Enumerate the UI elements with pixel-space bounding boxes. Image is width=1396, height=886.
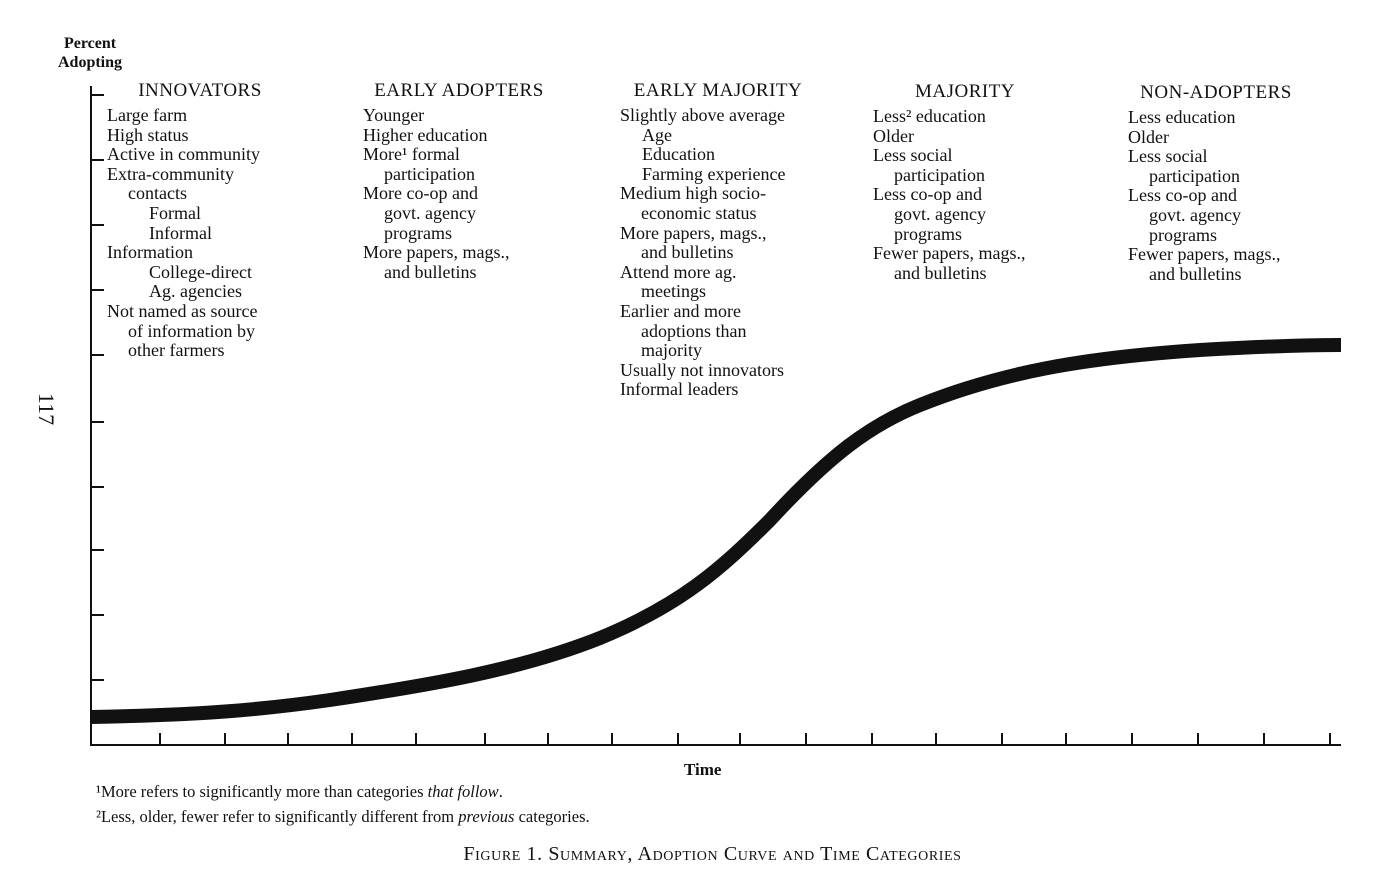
category-item: govt. agency [384, 203, 476, 223]
category-item: Active in community [107, 144, 260, 165]
category-subitem: Education [642, 144, 715, 165]
category-item: Less co-op and [873, 184, 982, 205]
category-item: Fewer papers, mags., [1128, 244, 1281, 265]
category-item: Less² education [873, 106, 986, 126]
y-axis-label: Adopting [57, 54, 123, 71]
footnote-emphasis: previous [458, 807, 515, 826]
footnote: ¹More refers to significantly more than … [96, 782, 503, 802]
category-item: Information [107, 242, 193, 263]
category-title: NON-ADOPTERS [1140, 82, 1292, 103]
category-item: Informal leaders [620, 379, 739, 400]
category-subitem: College-direct [149, 261, 252, 282]
category-item: meetings [641, 281, 706, 302]
category-item: Less education [1128, 107, 1236, 127]
category-item: Less social [873, 145, 953, 166]
category-item: and bulletins [894, 262, 987, 283]
category-item: More papers, mags., [620, 222, 767, 243]
category-title: EARLY ADOPTERS [374, 80, 544, 101]
category-item: other farmers [128, 340, 225, 361]
category-item: More co-op and [363, 183, 478, 204]
category-title: EARLY MAJORITY [633, 80, 803, 101]
category-item: govt. agency [1149, 205, 1241, 225]
category-item: of information by [128, 320, 255, 341]
footnote-text: categories. [514, 807, 590, 826]
category-title: MAJORITY [914, 81, 1016, 102]
category-item: majority [641, 340, 702, 361]
category-item: More papers, mags., [363, 242, 510, 263]
category-title: INNOVATORS [138, 80, 262, 101]
category-item: More¹ formal [363, 144, 460, 165]
category-item: participation [1149, 165, 1240, 186]
axes [90, 86, 1341, 746]
category-item: Younger [363, 105, 425, 125]
category-item: adoptions than [641, 320, 747, 341]
category-item: Medium high socio- [620, 183, 766, 204]
category-item: Older [873, 125, 914, 146]
footnote-text: . [498, 782, 503, 801]
category-subitem: Farming experience [642, 163, 786, 184]
category-item: Slightly above average [620, 105, 785, 125]
category-item: Large farm [107, 105, 188, 125]
category-subitem: Ag. agencies [149, 281, 242, 302]
category-item: Extra-community [107, 163, 234, 184]
x-axis-label: Time [684, 760, 722, 779]
category-item: Less social [1128, 146, 1208, 167]
footnote-emphasis: that follow [427, 782, 499, 801]
category-item: Less co-op and [1128, 185, 1237, 206]
category-item: programs [1149, 224, 1217, 245]
category-item: contacts [128, 183, 187, 204]
category-subitem: Formal [149, 203, 201, 223]
category-item: High status [107, 124, 189, 145]
caption: Figure 1. Summary, Adoption Curve and Ti… [463, 843, 962, 865]
category-subitem: Informal [149, 222, 212, 243]
category-item: govt. agency [894, 204, 986, 224]
category-item: Usually not innovators [620, 359, 784, 380]
category-item: Higher education [363, 124, 488, 145]
category-item: programs [894, 223, 962, 244]
category-item: participation [894, 164, 985, 185]
category-item: and bulletins [384, 261, 477, 282]
footnote: ²Less, older, fewer refer to significant… [96, 807, 590, 827]
category-item: Earlier and more [620, 301, 741, 321]
footnote-text: ¹More refers to significantly more than … [96, 782, 428, 801]
category-subitem: Age [642, 124, 672, 145]
footnote-text: ²Less, older, fewer refer to significant… [96, 807, 459, 826]
category-item: Older [1128, 126, 1169, 147]
category-item: and bulletins [1149, 263, 1242, 284]
category-item: Attend more ag. [620, 261, 737, 282]
category-item: economic status [641, 203, 757, 223]
adoption-curve [90, 338, 1342, 724]
y-axis-label: Percent [63, 35, 117, 52]
page-number: 117 [34, 392, 60, 426]
category-item: and bulletins [641, 242, 734, 263]
category-item: participation [384, 163, 475, 184]
category-item: Fewer papers, mags., [873, 243, 1026, 264]
category-item: programs [384, 222, 452, 243]
category-item: Not named as source [107, 301, 258, 321]
